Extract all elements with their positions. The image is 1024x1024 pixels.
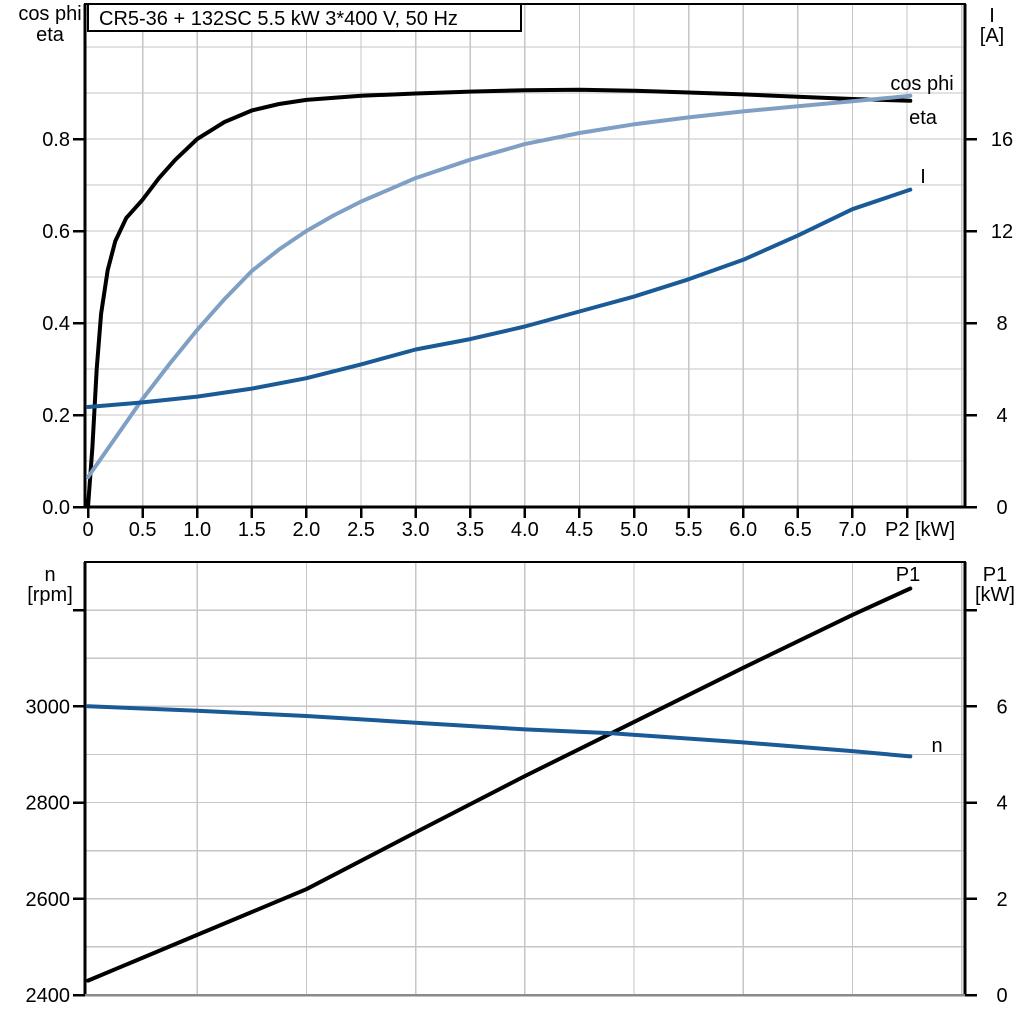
x-tick-label: 2.0: [292, 519, 320, 541]
x-tick-label: 1.5: [238, 519, 266, 541]
x-tick-label: 0.5: [129, 519, 157, 541]
y-left-tick-label: 0.0: [42, 497, 70, 519]
x-tick-label: 3.5: [456, 519, 484, 541]
curve-n: [86, 704, 913, 759]
x-tick-label: 4.0: [511, 519, 539, 541]
x-tick-label: 2.5: [347, 519, 375, 541]
y-right-tick-label: 16: [991, 129, 1013, 151]
y-left-tick-label: 0.8: [42, 129, 70, 151]
legend-P1: P1: [896, 564, 920, 586]
legend-cos-phi: cos phi: [890, 73, 953, 95]
y-right-tick-label: 4: [996, 405, 1007, 427]
y-right-tick-label: 8: [996, 313, 1007, 335]
x-tick-label: 0: [82, 519, 93, 541]
y-left-tick-label: 0.4: [42, 313, 70, 335]
y-right-axis-title: P1: [983, 564, 1007, 586]
y-right-tick-label: 6: [996, 696, 1007, 718]
y-left-tick-label: 2400: [26, 985, 71, 1007]
legend-eta: eta: [909, 107, 938, 129]
y-right-tick-label: 0: [996, 985, 1007, 1007]
y-left-tick-label: 2800: [26, 793, 71, 815]
y-right-axis-title: [kW]: [975, 584, 1015, 606]
x-tick-label: 5.5: [675, 519, 703, 541]
legend-I: I: [920, 166, 926, 188]
y-right-axis-title: I: [989, 5, 995, 27]
x-tick-label: 6.5: [784, 519, 812, 541]
x-tick-label: 4.5: [565, 519, 593, 541]
y-left-tick-label: 3000: [26, 696, 71, 718]
curve-cos-phi: [86, 93, 913, 480]
x-tick-label: 6.0: [729, 519, 757, 541]
curve-I: [86, 187, 913, 409]
x-axis-unit-label: P2 [kW]: [885, 519, 955, 541]
x-tick-label: 5.0: [620, 519, 648, 541]
curve-eta: [86, 87, 913, 509]
y-left-tick-label: 2600: [26, 889, 71, 911]
curve-P1: [86, 586, 913, 983]
y-left-axis-title: eta: [36, 24, 65, 46]
y-right-tick-label: 2: [996, 889, 1007, 911]
y-left-tick-label: 0.6: [42, 221, 70, 243]
y-left-tick-label: 0.2: [42, 405, 70, 427]
chart-title-box: [87, 3, 522, 32]
y-left-axis-title: cos phi: [18, 3, 81, 25]
x-tick-label: 1.0: [183, 519, 211, 541]
y-left-axis-title: n: [44, 564, 55, 586]
y-left-axis-title: [rpm]: [27, 584, 73, 606]
legend-n: n: [931, 735, 942, 757]
y-right-tick-label: 12: [991, 221, 1013, 243]
y-right-axis-title: [A]: [980, 25, 1004, 47]
x-tick-label: 7.0: [838, 519, 866, 541]
y-right-tick-label: 4: [996, 793, 1007, 815]
x-tick-label: 3.0: [402, 519, 430, 541]
chart-title: CR5-36 + 132SC 5.5 kW 3*400 V, 50 Hz: [99, 8, 458, 30]
y-right-tick-label: 0: [996, 497, 1007, 519]
